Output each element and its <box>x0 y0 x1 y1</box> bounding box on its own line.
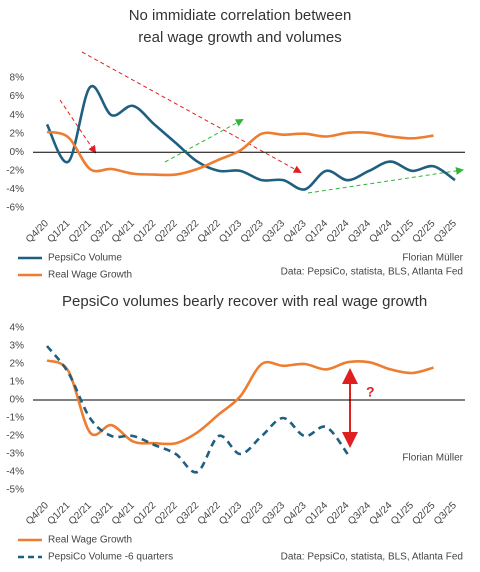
chart-title: PepsiCo volumes bearly recover with real… <box>62 293 427 310</box>
y-tick-label: 2% <box>10 359 25 370</box>
x-tick-label: Q3/23 <box>260 218 287 245</box>
x-tick-label: Q3/25 <box>432 500 459 527</box>
series-line <box>46 359 434 446</box>
x-tick-label: Q4/24 <box>368 500 395 527</box>
x-tick-label: Q2/22 <box>153 218 180 245</box>
legend-label: Real Wage Growth <box>48 270 132 281</box>
x-tick-label: Q1/23 <box>217 500 244 527</box>
annotation: Florian Müller <box>402 453 463 464</box>
x-tick-label: Q2/25 <box>410 218 437 245</box>
x-tick-label: Q2/23 <box>239 500 266 527</box>
y-tick-label: 4% <box>10 110 25 121</box>
y-tick-label: -2% <box>6 165 24 176</box>
x-tick-label: Q3/21 <box>88 500 115 527</box>
x-tick-label: Q2/24 <box>325 500 352 527</box>
x-tick-label: Q2/24 <box>325 218 352 245</box>
x-tick-label: Q1/21 <box>45 218 72 245</box>
x-tick-label: Q4/23 <box>282 500 309 527</box>
y-tick-label: -3% <box>6 449 24 460</box>
x-tick-label: Q4/21 <box>110 500 137 527</box>
x-tick-label: Q3/25 <box>432 218 459 245</box>
legend-label: Real Wage Growth <box>48 535 132 546</box>
x-tick-label: Q2/23 <box>239 218 266 245</box>
y-tick-label: 2% <box>10 128 25 139</box>
x-tick-label: Q3/21 <box>88 218 115 245</box>
trend-arrows <box>59 51 464 448</box>
x-tick-label: Q1/24 <box>303 500 330 527</box>
y-tick-label: -6% <box>6 203 24 214</box>
annotation: ? <box>366 384 375 400</box>
x-tick-label: Q4/20 <box>24 500 51 527</box>
x-tick-label: Q2/25 <box>410 500 437 527</box>
series-line <box>46 130 434 177</box>
y-tick-label: -4% <box>6 184 24 195</box>
x-tick-label: Q1/21 <box>45 500 72 527</box>
series-line <box>45 84 456 191</box>
legend-label: PepsiCo Volume <box>48 253 122 264</box>
chart-title: real wage growth and volumes <box>138 29 341 46</box>
x-tick-label: Q1/25 <box>389 500 416 527</box>
x-tick-label: Q1/23 <box>217 218 244 245</box>
x-tick-label: Q4/20 <box>24 218 51 245</box>
x-tick-label: Q4/22 <box>196 218 223 245</box>
y-tick-label: 0% <box>10 395 25 406</box>
x-tick-label: Q3/22 <box>174 500 201 527</box>
y-tick-label: 1% <box>10 377 25 388</box>
y-tick-label: 6% <box>10 91 25 102</box>
legend-label: PepsiCo Volume -6 quarters <box>48 552 173 563</box>
x-tick-label: Q2/21 <box>67 218 94 245</box>
x-tick-label: Q4/22 <box>196 500 223 527</box>
y-tick-label: 0% <box>10 147 25 158</box>
y-tick-label: 4% <box>10 323 25 334</box>
y-tick-label: 8% <box>10 73 25 84</box>
y-tick-label: -1% <box>6 413 24 424</box>
y-tick-label: -4% <box>6 467 24 478</box>
x-tick-label: Q3/23 <box>260 500 287 527</box>
x-tick-label: Q4/24 <box>368 218 395 245</box>
x-tick-label: Q3/22 <box>174 218 201 245</box>
chart-title: No immidiate correlation between <box>129 7 352 24</box>
x-tick-label: Q4/21 <box>110 218 137 245</box>
x-tick-label: Q2/21 <box>67 500 94 527</box>
annotation: Data: PepsiCo, statista, BLS, Atlanta Fe… <box>281 267 463 278</box>
annotation: Florian Müller <box>402 253 463 264</box>
x-tick-label: Q4/23 <box>282 218 309 245</box>
x-tick-label: Q1/25 <box>389 218 416 245</box>
annotation: Data: PepsiCo, statista, BLS, Atlanta Fe… <box>281 552 463 563</box>
series-line <box>45 345 349 474</box>
y-tick-label: -5% <box>6 485 24 496</box>
x-tick-label: Q3/24 <box>346 500 373 527</box>
y-tick-label: 3% <box>10 341 25 352</box>
x-tick-label: Q1/22 <box>131 218 158 245</box>
x-tick-label: Q3/24 <box>346 218 373 245</box>
y-tick-label: -2% <box>6 431 24 442</box>
x-tick-label: Q1/22 <box>131 500 158 527</box>
x-tick-label: Q1/24 <box>303 218 330 245</box>
x-tick-label: Q2/22 <box>153 500 180 527</box>
